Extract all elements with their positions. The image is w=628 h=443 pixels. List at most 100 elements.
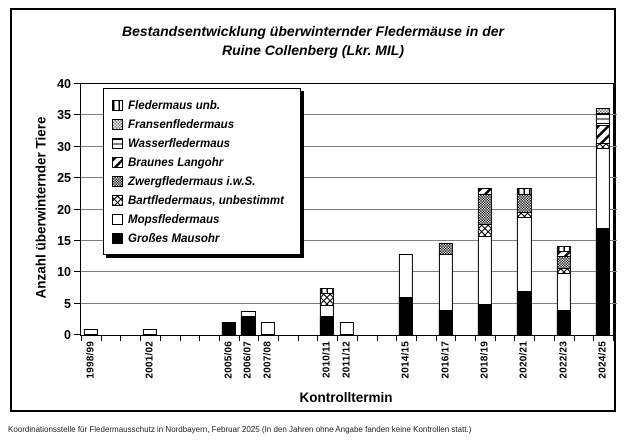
gridline bbox=[81, 145, 617, 147]
x-tick-label-text: 2011/12 bbox=[341, 341, 353, 378]
y-axis-tick bbox=[74, 302, 80, 304]
y-tick-label: 0 bbox=[64, 328, 71, 342]
legend-swatch-bart-icon bbox=[112, 195, 123, 206]
bar-segment-mops bbox=[596, 147, 611, 230]
x-axis-tick bbox=[553, 335, 555, 341]
x-axis-tick bbox=[179, 335, 181, 341]
x-axis-tick bbox=[297, 335, 299, 341]
x-tick-label-text: 2018/19 bbox=[479, 341, 491, 379]
x-tick-label: 2006/07 bbox=[243, 341, 254, 379]
x-axis-tick bbox=[356, 335, 358, 341]
y-axis-tick bbox=[74, 239, 80, 241]
x-axis-tick bbox=[278, 335, 280, 341]
x-axis-tick bbox=[100, 335, 102, 341]
y-tick-label: 30 bbox=[57, 139, 71, 154]
y-tick-label: 5 bbox=[64, 296, 71, 311]
bar-segment-mops bbox=[142, 328, 158, 335]
bar-2018/19 bbox=[477, 188, 493, 335]
x-axis-tick bbox=[140, 335, 142, 341]
gridline bbox=[81, 271, 617, 273]
x-axis-tick bbox=[317, 335, 319, 341]
x-axis-tick bbox=[514, 335, 516, 341]
bar-segment-mausohr bbox=[556, 309, 571, 335]
y-tick-label: 25 bbox=[57, 171, 71, 186]
x-tick-label-text: 2005/06 bbox=[223, 341, 235, 379]
legend-item-bart: Bartfledermaus, unbestimmt bbox=[112, 191, 292, 210]
x-tick-label: 2020/21 bbox=[519, 341, 530, 379]
bar-segment-zwerg bbox=[477, 193, 493, 226]
x-tick-label-text: 2010/11 bbox=[321, 341, 333, 378]
bar-segment-mausohr bbox=[221, 322, 236, 335]
bar-2011/12 bbox=[339, 322, 355, 335]
x-tick-label-text: 2007/08 bbox=[262, 341, 274, 379]
legend-swatch-mops-icon bbox=[112, 214, 123, 225]
legend-item-fransen: Fransenfledermaus bbox=[112, 115, 292, 134]
x-tick-label: 2016/17 bbox=[440, 341, 451, 379]
gridline bbox=[81, 177, 617, 179]
y-axis-tick bbox=[74, 334, 80, 335]
chart-title: Bestandsentwicklung überwinternder Flede… bbox=[12, 22, 614, 60]
x-tick-label: 2024/25 bbox=[598, 341, 609, 379]
bar-segment-mops bbox=[399, 254, 414, 299]
bar-segment-zwerg bbox=[517, 193, 532, 213]
x-axis-tick bbox=[475, 335, 477, 341]
bar-2014/15 bbox=[399, 254, 414, 335]
legend-swatch-langohr-icon bbox=[112, 157, 123, 168]
bar-2010/11 bbox=[320, 287, 335, 335]
bar-segment-mops bbox=[83, 328, 98, 335]
bar-segment-mops bbox=[517, 216, 532, 293]
legend-swatch-fransen-icon bbox=[112, 119, 123, 130]
x-axis-tick bbox=[337, 335, 339, 341]
x-axis-tick bbox=[435, 335, 437, 341]
y-tick-label: 15 bbox=[57, 233, 71, 248]
bar-2020/21 bbox=[517, 188, 532, 335]
y-tick-label: 20 bbox=[57, 202, 71, 217]
legend-item-mausohr: Großes Mausohr bbox=[112, 229, 292, 248]
bar-2007/08 bbox=[261, 322, 276, 335]
bar-segment-mops bbox=[477, 235, 493, 305]
legend-item-unb: Fledermaus unb. bbox=[112, 96, 292, 115]
y-axis-tick bbox=[74, 177, 80, 179]
x-tick-label-text: 2022/23 bbox=[558, 341, 570, 379]
legend-label-wasser: Wasserfledermaus bbox=[128, 137, 231, 150]
x-tick-label: 2011/12 bbox=[342, 341, 353, 378]
legend-label-mausohr: Großes Mausohr bbox=[128, 232, 220, 245]
legend-label-fransen: Fransenfledermaus bbox=[128, 118, 235, 131]
legend-swatch-unb-icon bbox=[112, 100, 123, 111]
x-axis-tick bbox=[613, 335, 614, 341]
bar-2016/17 bbox=[438, 242, 453, 335]
y-axis-tick bbox=[74, 114, 80, 116]
x-axis-tick bbox=[534, 335, 536, 341]
x-tick-label: 2018/19 bbox=[479, 341, 490, 379]
x-tick-label-text: 1998/99 bbox=[85, 341, 97, 379]
x-axis-tick bbox=[218, 335, 220, 341]
legend-label-mops: Mopsfledermaus bbox=[128, 213, 220, 226]
bar-segment-mops bbox=[261, 322, 276, 335]
x-axis-tick bbox=[81, 335, 82, 341]
bar-segment-mausohr bbox=[596, 228, 611, 335]
y-tick-label: 35 bbox=[57, 108, 71, 123]
x-tick-label-text: 2014/15 bbox=[400, 341, 412, 379]
x-axis-tick bbox=[455, 335, 457, 341]
legend-item-langohr: Braunes Langohr bbox=[112, 153, 292, 172]
x-axis-tick bbox=[120, 335, 122, 341]
chart-title-line1: Bestandsentwicklung überwinternder Flede… bbox=[122, 23, 504, 39]
legend-label-langohr: Braunes Langohr bbox=[128, 156, 224, 169]
bar-segment-mausohr bbox=[399, 297, 414, 335]
y-tick-label: 40 bbox=[57, 77, 71, 91]
bar-segment-mops bbox=[339, 322, 355, 335]
x-axis-title: Kontrolltermin bbox=[299, 390, 393, 405]
x-axis-tick bbox=[593, 335, 595, 341]
bar-2001/02 bbox=[142, 328, 158, 335]
x-tick-label: 2005/06 bbox=[223, 341, 234, 379]
bar-segment-mausohr bbox=[241, 316, 256, 335]
bar-2006/07 bbox=[241, 310, 256, 335]
legend-label-unb: Fledermaus unb. bbox=[128, 99, 221, 112]
x-tick-label: 1998/99 bbox=[85, 341, 96, 379]
legend-swatch-wasser-icon bbox=[112, 138, 123, 149]
x-axis-tick bbox=[573, 335, 575, 341]
bar-segment-mausohr bbox=[517, 291, 532, 335]
gridline bbox=[81, 114, 617, 116]
x-axis-tick bbox=[238, 335, 240, 341]
x-tick-label-text: 2006/07 bbox=[242, 341, 254, 379]
